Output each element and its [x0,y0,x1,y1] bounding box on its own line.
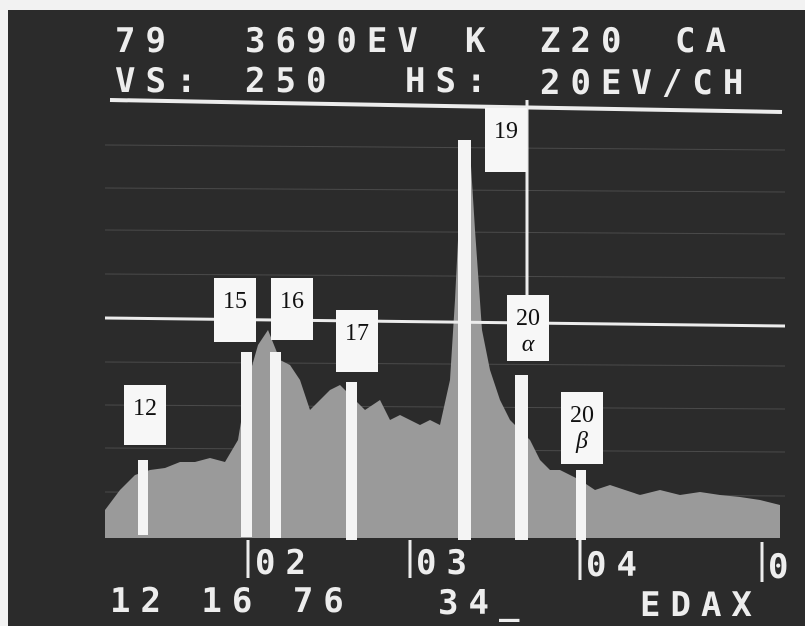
header-text: CA [675,21,736,61]
marker-label: 20 [570,402,594,428]
axis-label: 03 [416,543,477,583]
header-text: K [465,21,495,61]
marker-symbol: β [575,428,588,454]
header-text: Z20 [540,21,631,61]
marker-label: 20 [516,305,540,331]
header-text: 3690EV [245,21,428,61]
marker-label: 15 [223,288,247,314]
marker-symbol: α [522,331,535,357]
axis-label: 04 [586,545,647,585]
marker-label: 16 [280,288,304,314]
header-text: 79 [115,21,176,61]
marker-label: 12 [133,395,157,421]
marker-label: 17 [345,320,369,346]
header-text: VS: [115,61,206,101]
marker-label: 19 [494,118,518,144]
footer-text: 12 16 76 [110,581,354,621]
axis-label: 02 [255,543,316,583]
header-text: 250 [245,61,336,101]
header-text: HS: [405,61,496,101]
axis-label: 0 [768,547,798,587]
footer-text: EDAX [640,585,762,625]
screen-photo: 121516171920α20β 79 3690EV K Z20 CA VS: … [0,0,805,626]
header-text: 20EV/CH [540,63,753,103]
footer-text: 34_ [438,583,529,623]
